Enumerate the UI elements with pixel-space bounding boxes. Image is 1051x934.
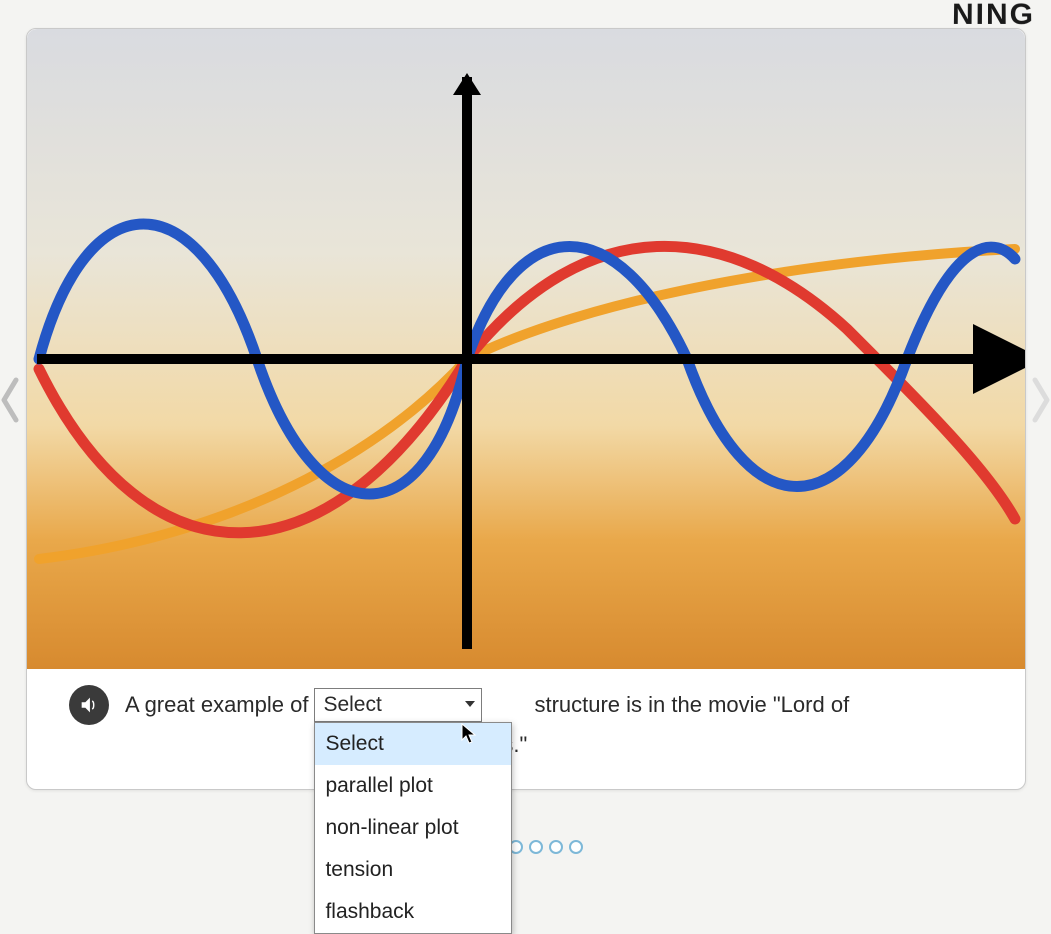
pager-dot[interactable] bbox=[549, 840, 563, 854]
slide-pager bbox=[0, 840, 1051, 854]
sentence-text-before: A great example of bbox=[125, 685, 308, 725]
chevron-down-icon bbox=[465, 701, 475, 707]
play-audio-button[interactable] bbox=[69, 685, 109, 725]
lesson-card: A great example of Select Selectparallel… bbox=[26, 28, 1026, 790]
select-option[interactable]: Select bbox=[315, 723, 511, 765]
next-slide-button[interactable] bbox=[1025, 360, 1051, 440]
answer-select[interactable]: Select bbox=[314, 688, 482, 722]
chart-svg bbox=[27, 29, 1025, 669]
select-option[interactable]: flashback bbox=[315, 891, 511, 933]
question-sentence: A great example of Select Selectparallel… bbox=[125, 685, 995, 765]
answer-dropdown-list[interactable]: Selectparallel plotnon-linear plottensio… bbox=[314, 722, 512, 934]
select-option[interactable]: tension bbox=[315, 849, 511, 891]
pager-dot[interactable] bbox=[569, 840, 583, 854]
prev-slide-button[interactable] bbox=[0, 360, 26, 440]
chevron-left-icon bbox=[0, 376, 22, 424]
select-option[interactable]: non-linear plot bbox=[315, 807, 511, 849]
select-current-value: Select bbox=[323, 693, 381, 716]
chart-illustration bbox=[27, 29, 1025, 669]
select-option[interactable]: parallel plot bbox=[315, 765, 511, 807]
pager-dot[interactable] bbox=[529, 840, 543, 854]
chevron-right-icon bbox=[1029, 376, 1051, 424]
sentence-text-mid: structure is in the movie "Lord of bbox=[534, 685, 849, 725]
speaker-icon bbox=[78, 694, 100, 716]
